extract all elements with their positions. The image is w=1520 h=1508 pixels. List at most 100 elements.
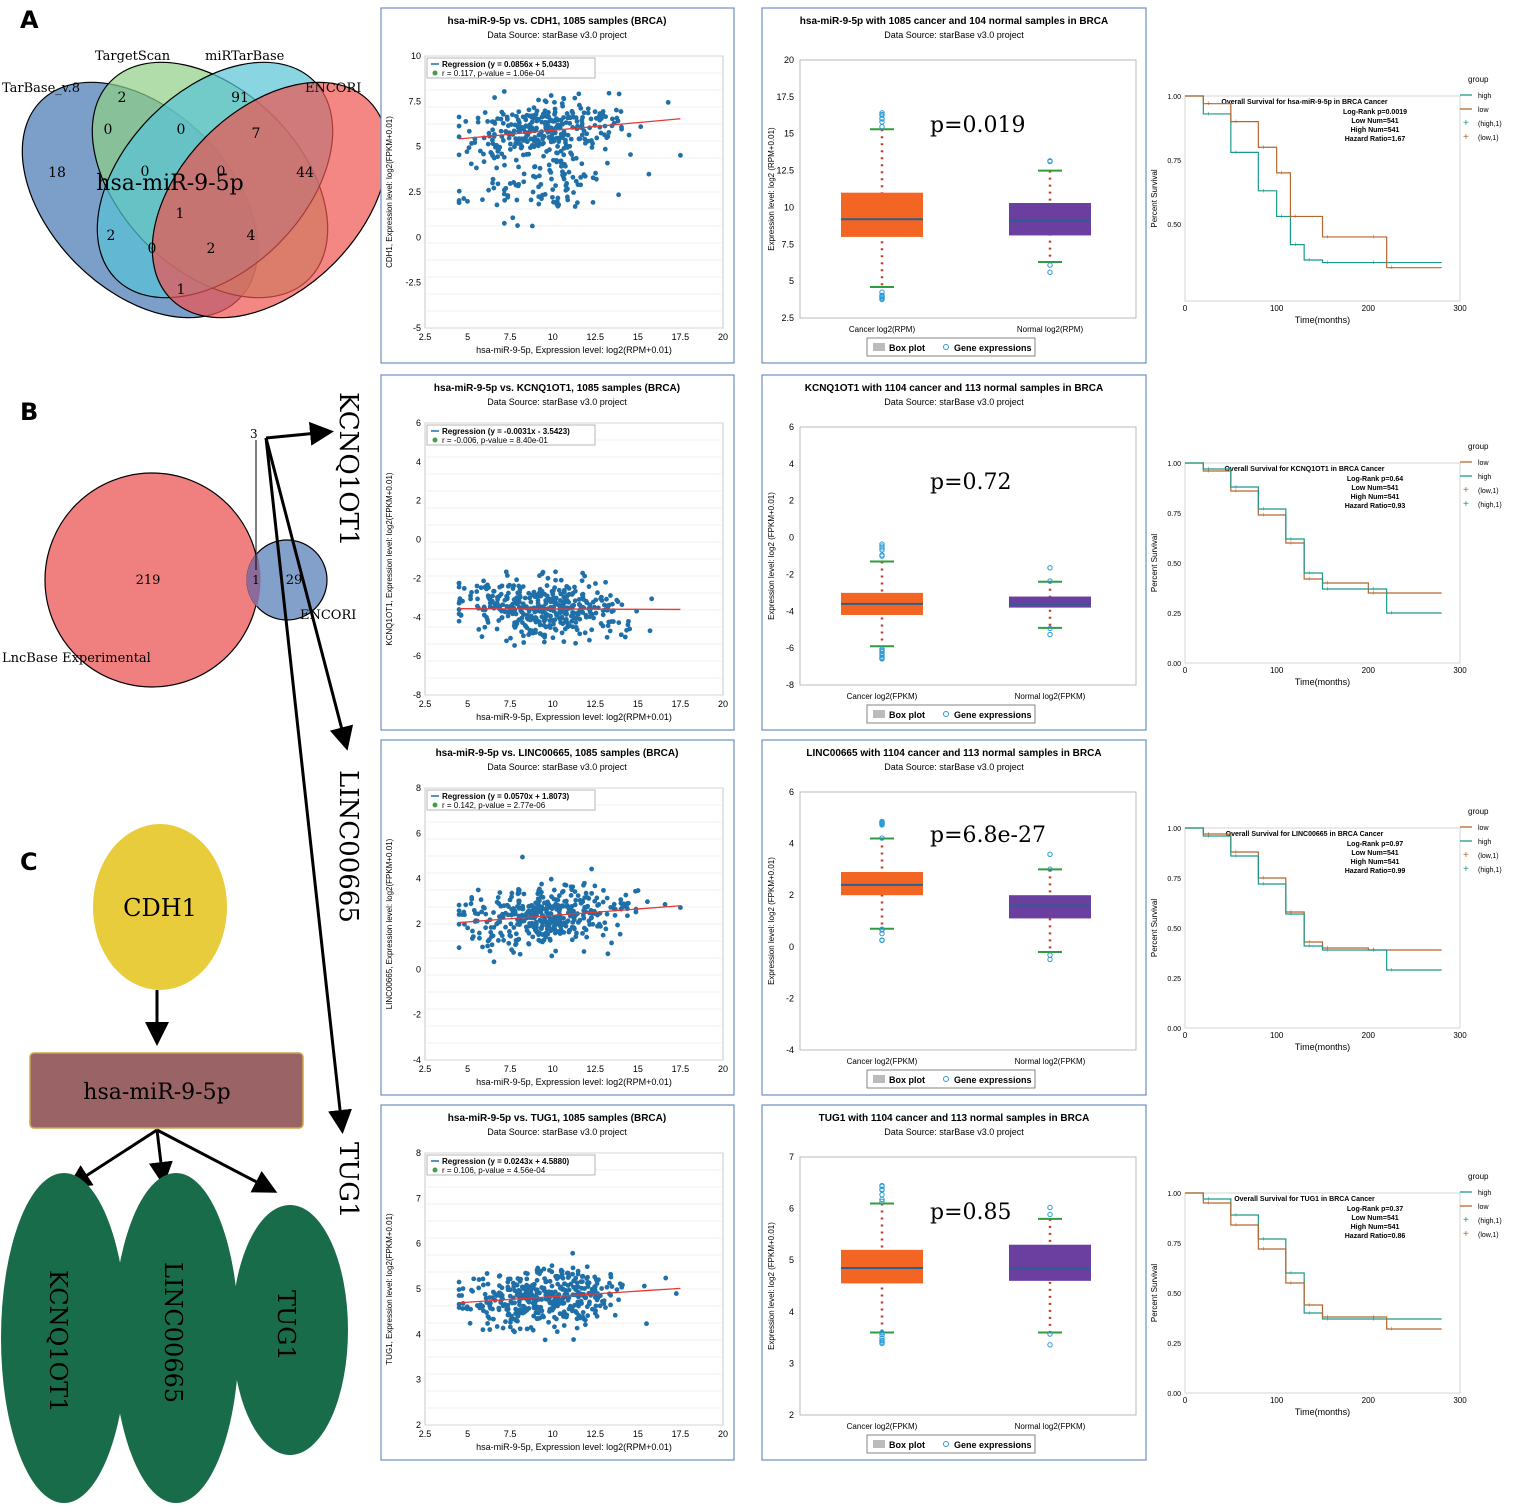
data-point bbox=[570, 590, 576, 596]
data-point bbox=[593, 1303, 599, 1309]
x-tick-label: 15 bbox=[633, 1429, 643, 1439]
data-point bbox=[515, 117, 521, 123]
data-point bbox=[476, 1277, 482, 1282]
data-point bbox=[490, 180, 495, 186]
data-point bbox=[559, 889, 565, 895]
edge-mir-linc00665 bbox=[148, 1129, 173, 1186]
legend-regression: Regression (y = 0.0243x + 4.5880) bbox=[442, 1157, 570, 1166]
data-point bbox=[584, 1304, 590, 1310]
data-point bbox=[486, 585, 491, 590]
km-stat: Log-Rank p=0.64 bbox=[1347, 476, 1403, 483]
data-point bbox=[618, 897, 624, 903]
x-tick-label: 2.5 bbox=[419, 332, 432, 342]
data-point bbox=[456, 912, 462, 917]
data-point bbox=[507, 1324, 513, 1330]
box-panel-0: hsa-miR-9-5p with 1085 cancer and 104 no… bbox=[761, 7, 1147, 364]
data-point bbox=[465, 925, 471, 931]
data-point bbox=[484, 1310, 489, 1315]
data-point bbox=[536, 173, 542, 179]
data-point bbox=[578, 182, 584, 188]
data-point bbox=[533, 174, 538, 180]
data-point bbox=[503, 185, 509, 191]
data-point bbox=[502, 597, 508, 603]
data-point bbox=[586, 918, 592, 924]
data-point bbox=[494, 142, 499, 148]
data-point bbox=[491, 155, 497, 161]
survival-curve-high bbox=[1185, 95, 1442, 264]
outlier-point bbox=[1047, 625, 1053, 632]
outlier-point bbox=[1047, 262, 1053, 268]
data-point bbox=[541, 112, 547, 117]
data-point bbox=[585, 1284, 591, 1289]
data-point bbox=[502, 162, 507, 168]
legend-box bbox=[426, 1154, 596, 1176]
y-tick-label: 6 bbox=[416, 828, 421, 838]
censor-mark: + bbox=[1206, 1196, 1210, 1203]
data-point bbox=[570, 1265, 576, 1271]
data-point bbox=[516, 164, 521, 170]
outlier-point bbox=[1047, 269, 1053, 275]
data-point bbox=[521, 1286, 526, 1291]
censor-mark: + bbox=[1307, 570, 1311, 577]
network-diagram-c: CDH1 hsa-miR-9-5p KCNQ1OT1 LINC00665 TUG… bbox=[1, 824, 348, 1503]
data-point bbox=[474, 603, 480, 609]
data-point bbox=[538, 909, 544, 915]
censor-mark: + bbox=[1326, 1316, 1330, 1323]
data-point bbox=[592, 1287, 598, 1293]
data-point bbox=[534, 925, 539, 930]
data-point bbox=[553, 1316, 559, 1322]
data-point bbox=[535, 1304, 541, 1310]
censor-mark: + bbox=[1371, 234, 1375, 241]
data-point bbox=[475, 115, 481, 121]
km-title: Overall Survival for hsa-miR-9-5p in BRC… bbox=[1221, 99, 1388, 106]
data-point bbox=[490, 1306, 495, 1312]
data-point bbox=[476, 1285, 482, 1291]
x-tick-label: 2.5 bbox=[419, 699, 432, 709]
data-point bbox=[526, 590, 532, 596]
x-tick-label: 300 bbox=[1453, 304, 1467, 313]
y-tick-label: -2.5 bbox=[405, 278, 421, 288]
scatter-panel-kcnq1ot1: hsa-miR-9-5p vs. KCNQ1OT1, 1085 samples … bbox=[380, 374, 735, 731]
censor-mark: + bbox=[1371, 1314, 1375, 1321]
x-tick-label: 100 bbox=[1270, 1031, 1284, 1040]
venn-label-tarbase: TarBase_v.8 bbox=[2, 81, 80, 96]
data-point bbox=[549, 1263, 555, 1269]
data-point bbox=[554, 202, 560, 207]
x-axis-label: hsa-miR-9-5p, Expression level: log2(RPM… bbox=[476, 1077, 672, 1087]
data-point bbox=[486, 187, 491, 193]
data-point bbox=[537, 592, 543, 598]
data-point bbox=[539, 588, 545, 594]
censor-mark: + bbox=[1234, 484, 1238, 491]
x-category-label: Normal log2(RPM) bbox=[1017, 325, 1084, 334]
legend-points-label: Gene expressions bbox=[954, 710, 1032, 720]
legend-correlation: r = 0.106, p-value = 4.56e-04 bbox=[442, 1166, 546, 1175]
data-point bbox=[550, 591, 556, 597]
censor-mark: + bbox=[1371, 947, 1375, 954]
data-point bbox=[556, 139, 562, 145]
data-point bbox=[501, 191, 507, 197]
target-label-kcnq1ot1: KCNQ1OT1 bbox=[333, 392, 363, 546]
data-point bbox=[466, 128, 472, 134]
data-point bbox=[540, 932, 545, 937]
data-point bbox=[615, 118, 621, 124]
data-point bbox=[523, 924, 529, 930]
km-panel-1: 1.00 0.75 0.50 0.25 0.000 100 200 300 Time(month… bbox=[1150, 442, 1502, 687]
data-point bbox=[609, 116, 615, 122]
legend-box bbox=[866, 704, 1036, 724]
data-point bbox=[595, 590, 600, 596]
data-point bbox=[582, 1322, 588, 1328]
x-tick-label: 7.5 bbox=[504, 1429, 517, 1439]
data-point bbox=[497, 1283, 502, 1289]
outlier-point bbox=[1047, 866, 1053, 872]
y-tick-label: -2 bbox=[413, 1010, 421, 1020]
data-point bbox=[510, 586, 516, 591]
data-point bbox=[547, 1267, 552, 1273]
data-point bbox=[512, 122, 518, 128]
outlier-point bbox=[879, 648, 885, 655]
chart-subtitle: Data Source: starBase v3.0 project bbox=[487, 30, 627, 40]
data-point bbox=[458, 612, 464, 618]
data-point bbox=[456, 902, 462, 908]
x-tick-label: 17.5 bbox=[672, 332, 690, 342]
legend-swatch: + bbox=[1463, 118, 1469, 129]
data-point bbox=[551, 608, 557, 614]
